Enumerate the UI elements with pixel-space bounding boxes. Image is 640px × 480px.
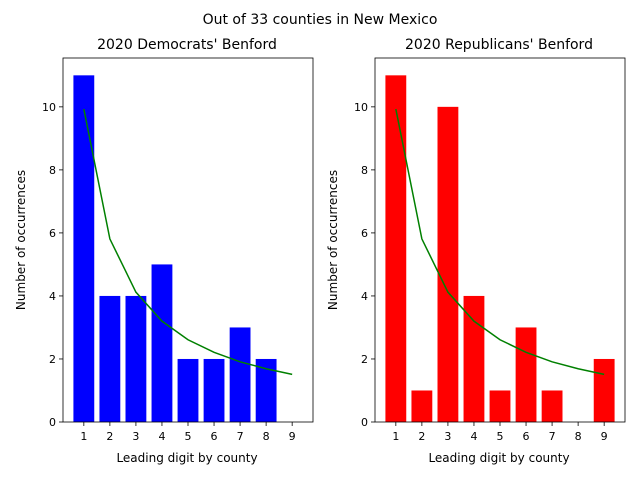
republicans-panel: 2020 Republicans' Benford Leading digit … [326,37,626,465]
democrats-benford-line [83,108,293,376]
republicans-xtick-label: 7 [549,430,556,443]
democrats-bar-3 [125,295,147,422]
democrats-xlabel: Leading digit by county [116,451,257,465]
republicans-bar-6 [515,327,537,422]
democrats-bar-8 [255,358,277,422]
republicans-xtick-label: 8 [575,430,582,443]
democrats-xtick-label: 1 [80,430,87,443]
democrats-ytick-label: 0 [49,416,56,429]
democrats-bar-7 [229,327,251,422]
republicans-ytick-label: 8 [361,164,368,177]
democrats-xtick-label: 3 [132,430,139,443]
republicans-xtick-label: 6 [523,430,530,443]
republicans-xtick-label: 2 [418,430,425,443]
democrats-xtick-label: 2 [106,430,113,443]
republicans-xlabel: Leading digit by county [428,451,569,465]
republicans-xtick-label: 3 [444,430,451,443]
democrats-ylabel: Number of occurrences [14,170,28,310]
democrats-xtick-label: 7 [237,430,244,443]
democrats-xtick-label: 5 [185,430,192,443]
republicans-bar-4 [463,295,485,422]
democrats-bar-6 [203,358,225,422]
democrats-bar-1 [73,75,95,422]
democrats-ytick-label: 10 [42,101,56,114]
democrats-title: 2020 Democrats' Benford [97,37,277,53]
republicans-xtick-label: 4 [470,430,477,443]
republicans-xtick-label: 1 [392,430,399,443]
democrats-xtick-label: 4 [158,430,165,443]
republicans-bar-9 [593,358,615,422]
republicans-xtick-label: 5 [497,430,504,443]
republicans-bar-7 [541,390,563,422]
republicans-xtick-label: 9 [601,430,608,443]
democrats-ytick-label: 8 [49,164,56,177]
republicans-ylabel: Number of occurrences [326,170,340,310]
republicans-ytick-label: 2 [361,353,368,366]
democrats-ytick-label: 2 [49,353,56,366]
republicans-bar-3 [437,106,459,423]
democrats-ytick-label: 6 [49,227,56,240]
republicans-ytick-label: 6 [361,227,368,240]
republicans-ytick-label: 4 [361,290,368,303]
republicans-benford-line [395,108,605,376]
republicans-title: 2020 Republicans' Benford [405,37,593,53]
democrats-panel: 2020 Democrats' Benford Leading digit by… [14,37,314,465]
democrats-xtick-label: 9 [289,430,296,443]
republicans-ytick-label: 0 [361,416,368,429]
republicans-ytick-label: 10 [354,101,368,114]
republicans-axes-frame [374,57,626,423]
democrats-ytick-label: 4 [49,290,56,303]
democrats-xtick-label: 8 [263,430,270,443]
republicans-bar-2 [411,390,433,422]
republicans-bar-1 [385,75,407,422]
democrats-xtick-label: 6 [211,430,218,443]
democrats-bar-5 [177,358,199,422]
republicans-bar-5 [489,390,511,422]
democrats-bar-4 [151,264,173,422]
figure-suptitle: Out of 33 counties in New Mexico [203,12,438,28]
democrats-bar-2 [99,295,121,422]
